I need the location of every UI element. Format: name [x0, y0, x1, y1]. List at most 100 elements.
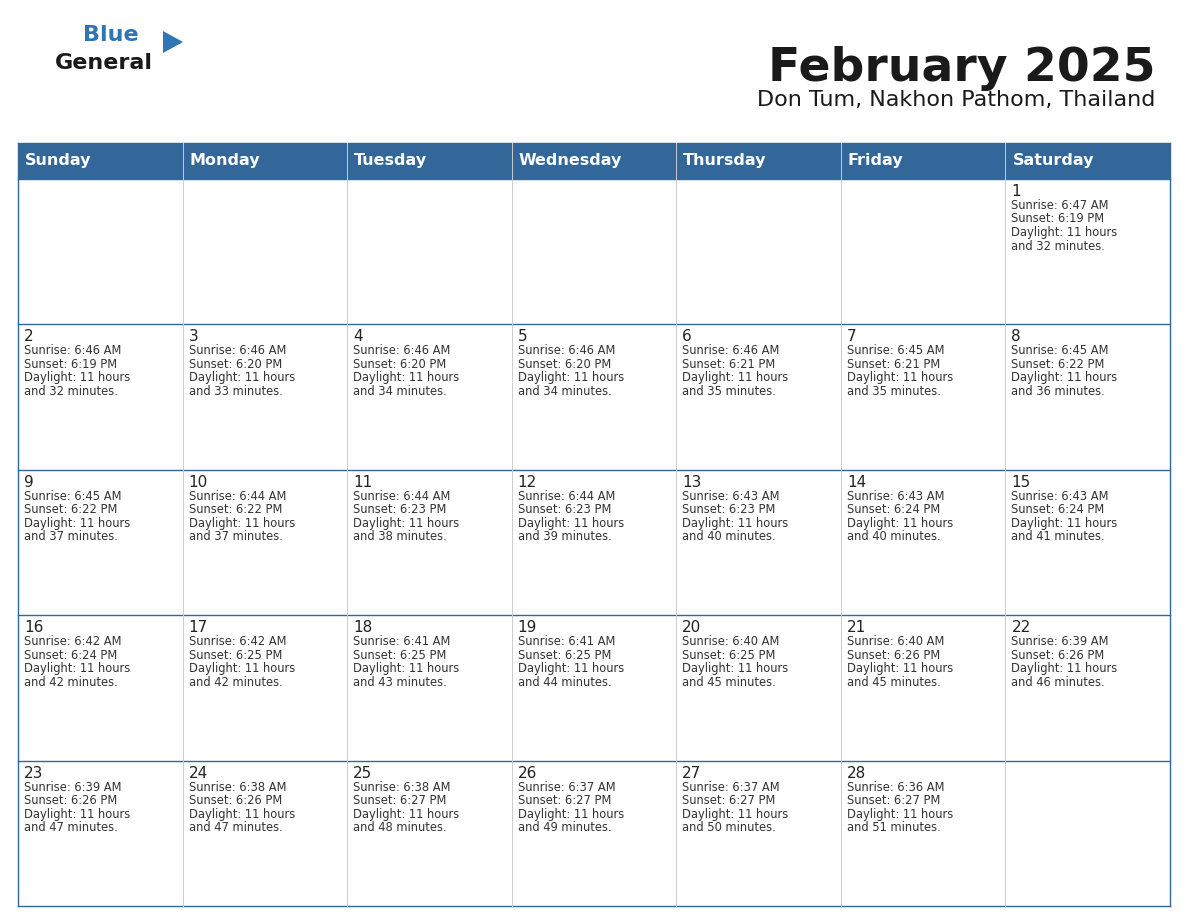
Bar: [183, 324, 347, 470]
Bar: [18, 179, 183, 324]
Text: Sunset: 6:26 PM: Sunset: 6:26 PM: [24, 794, 118, 807]
Text: Daylight: 11 hours: Daylight: 11 hours: [24, 808, 131, 821]
Bar: [512, 615, 676, 761]
Text: Sunrise: 6:42 AM: Sunrise: 6:42 AM: [24, 635, 121, 648]
Text: and 40 minutes.: and 40 minutes.: [847, 531, 941, 543]
Text: Sunrise: 6:39 AM: Sunrise: 6:39 AM: [24, 780, 121, 793]
Text: Sunset: 6:19 PM: Sunset: 6:19 PM: [1011, 212, 1105, 226]
Text: Sunrise: 6:44 AM: Sunrise: 6:44 AM: [353, 490, 450, 503]
Text: Daylight: 11 hours: Daylight: 11 hours: [189, 662, 295, 676]
Bar: [512, 179, 676, 324]
Text: Sunset: 6:22 PM: Sunset: 6:22 PM: [24, 503, 118, 516]
Text: Sunset: 6:25 PM: Sunset: 6:25 PM: [353, 649, 447, 662]
Text: 3: 3: [189, 330, 198, 344]
Text: and 39 minutes.: and 39 minutes.: [518, 531, 612, 543]
Text: Sunrise: 6:44 AM: Sunrise: 6:44 AM: [189, 490, 286, 503]
Text: Sunset: 6:24 PM: Sunset: 6:24 PM: [24, 649, 118, 662]
Text: 25: 25: [353, 766, 372, 780]
Bar: [347, 615, 512, 761]
Text: 7: 7: [847, 330, 857, 344]
Text: and 47 minutes.: and 47 minutes.: [24, 821, 118, 834]
Bar: [183, 615, 347, 761]
Text: Daylight: 11 hours: Daylight: 11 hours: [189, 517, 295, 530]
Text: and 36 minutes.: and 36 minutes.: [1011, 385, 1105, 397]
Text: Daylight: 11 hours: Daylight: 11 hours: [518, 517, 624, 530]
Text: and 45 minutes.: and 45 minutes.: [682, 676, 776, 688]
Text: 15: 15: [1011, 475, 1031, 490]
Text: and 50 minutes.: and 50 minutes.: [682, 821, 776, 834]
Text: Sunrise: 6:39 AM: Sunrise: 6:39 AM: [1011, 635, 1108, 648]
Text: Sunset: 6:24 PM: Sunset: 6:24 PM: [847, 503, 940, 516]
Bar: [841, 324, 1005, 470]
Text: 16: 16: [24, 621, 44, 635]
Text: 11: 11: [353, 475, 372, 490]
Text: and 35 minutes.: and 35 minutes.: [847, 385, 941, 397]
Text: Daylight: 11 hours: Daylight: 11 hours: [518, 808, 624, 821]
Bar: [18, 615, 183, 761]
Text: 26: 26: [518, 766, 537, 780]
Text: Sunday: Sunday: [25, 153, 91, 169]
Text: Blue: Blue: [83, 25, 139, 45]
Text: Sunset: 6:25 PM: Sunset: 6:25 PM: [189, 649, 282, 662]
Text: Sunrise: 6:43 AM: Sunrise: 6:43 AM: [682, 490, 779, 503]
Text: and 45 minutes.: and 45 minutes.: [847, 676, 941, 688]
Text: Tuesday: Tuesday: [354, 153, 428, 169]
Bar: [676, 761, 841, 906]
Text: Sunrise: 6:36 AM: Sunrise: 6:36 AM: [847, 780, 944, 793]
Text: Sunset: 6:19 PM: Sunset: 6:19 PM: [24, 358, 118, 371]
Text: 18: 18: [353, 621, 372, 635]
Text: Sunset: 6:27 PM: Sunset: 6:27 PM: [847, 794, 940, 807]
Text: General: General: [55, 53, 153, 73]
Text: 23: 23: [24, 766, 44, 780]
Text: 12: 12: [518, 475, 537, 490]
Text: 27: 27: [682, 766, 702, 780]
Text: 9: 9: [24, 475, 33, 490]
Text: Monday: Monday: [190, 153, 260, 169]
Text: Sunrise: 6:46 AM: Sunrise: 6:46 AM: [518, 344, 615, 357]
Text: Sunrise: 6:46 AM: Sunrise: 6:46 AM: [189, 344, 286, 357]
Text: Sunset: 6:27 PM: Sunset: 6:27 PM: [682, 794, 776, 807]
Text: Sunrise: 6:46 AM: Sunrise: 6:46 AM: [24, 344, 121, 357]
Text: and 35 minutes.: and 35 minutes.: [682, 385, 776, 397]
Text: 13: 13: [682, 475, 702, 490]
Text: Sunrise: 6:40 AM: Sunrise: 6:40 AM: [847, 635, 944, 648]
Bar: [512, 470, 676, 615]
Text: Sunrise: 6:38 AM: Sunrise: 6:38 AM: [189, 780, 286, 793]
Text: Daylight: 11 hours: Daylight: 11 hours: [24, 662, 131, 676]
Bar: [347, 179, 512, 324]
Text: February 2025: February 2025: [767, 46, 1155, 91]
Bar: [1005, 324, 1170, 470]
Text: 10: 10: [189, 475, 208, 490]
Polygon shape: [163, 31, 183, 53]
Text: Daylight: 11 hours: Daylight: 11 hours: [847, 372, 953, 385]
Text: Sunset: 6:23 PM: Sunset: 6:23 PM: [353, 503, 447, 516]
Text: 5: 5: [518, 330, 527, 344]
Text: 1: 1: [1011, 184, 1020, 199]
Text: and 44 minutes.: and 44 minutes.: [518, 676, 612, 688]
Text: 2: 2: [24, 330, 33, 344]
Text: Daylight: 11 hours: Daylight: 11 hours: [518, 372, 624, 385]
Text: Sunset: 6:23 PM: Sunset: 6:23 PM: [682, 503, 776, 516]
Bar: [347, 324, 512, 470]
Text: 19: 19: [518, 621, 537, 635]
Text: Sunset: 6:26 PM: Sunset: 6:26 PM: [1011, 649, 1105, 662]
Bar: [676, 615, 841, 761]
Bar: [18, 470, 183, 615]
Text: and 42 minutes.: and 42 minutes.: [189, 676, 283, 688]
Bar: [347, 761, 512, 906]
Text: 17: 17: [189, 621, 208, 635]
Text: and 49 minutes.: and 49 minutes.: [518, 821, 612, 834]
Text: Sunrise: 6:37 AM: Sunrise: 6:37 AM: [518, 780, 615, 793]
Text: and 38 minutes.: and 38 minutes.: [353, 531, 447, 543]
Text: Sunset: 6:27 PM: Sunset: 6:27 PM: [518, 794, 611, 807]
Text: and 43 minutes.: and 43 minutes.: [353, 676, 447, 688]
Text: Sunrise: 6:37 AM: Sunrise: 6:37 AM: [682, 780, 779, 793]
Text: 24: 24: [189, 766, 208, 780]
Bar: [347, 470, 512, 615]
Bar: [676, 179, 841, 324]
Bar: [1005, 761, 1170, 906]
Text: Sunrise: 6:41 AM: Sunrise: 6:41 AM: [518, 635, 615, 648]
Text: 20: 20: [682, 621, 702, 635]
Text: and 51 minutes.: and 51 minutes.: [847, 821, 941, 834]
Text: and 37 minutes.: and 37 minutes.: [24, 531, 118, 543]
